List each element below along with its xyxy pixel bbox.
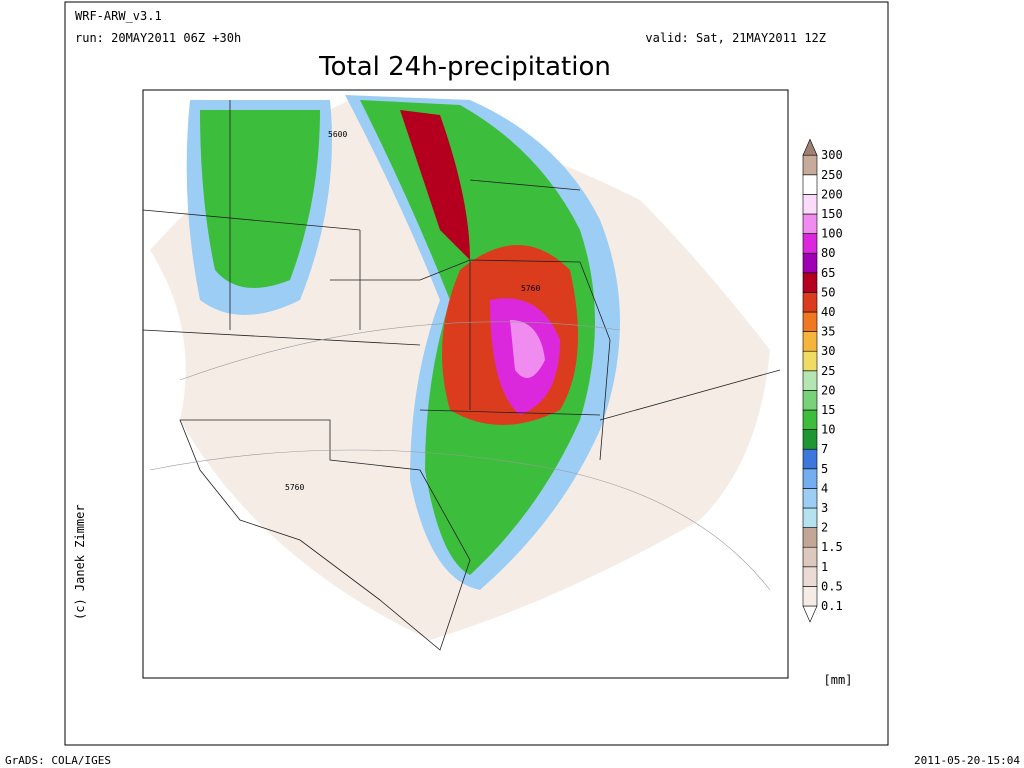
colorbar-label: 30 bbox=[821, 344, 835, 358]
colorbar-label: 80 bbox=[821, 246, 835, 260]
colorbar-label: 1.5 bbox=[821, 540, 843, 554]
colorbar-box bbox=[802, 292, 818, 313]
valid-label: valid: Sat, 21MAY2011 12Z bbox=[645, 31, 826, 45]
colorbar-box bbox=[802, 272, 818, 293]
colorbar-box bbox=[802, 546, 818, 568]
colorbar-box bbox=[802, 350, 818, 372]
colorbar-box bbox=[802, 154, 818, 176]
colorbar-box bbox=[802, 429, 818, 450]
contour-label: 5760 bbox=[285, 483, 304, 492]
colorbar-label: 3 bbox=[821, 501, 828, 515]
colorbar-box bbox=[802, 174, 818, 195]
map: 5600 5760 5760 bbox=[142, 89, 789, 679]
colorbar-box bbox=[802, 488, 818, 509]
colorbar-label: 5 bbox=[821, 462, 828, 476]
colorbar: 0.1 0.5 1 1.5 2 3 4 5 7 10 15 20 25 30 35 40 50 65 80 100 15… bbox=[802, 138, 843, 623]
colorbar-label: 40 bbox=[821, 305, 835, 319]
colorbar-label: 250 bbox=[821, 168, 843, 182]
model-label: WRF-ARW_v3.1 bbox=[75, 9, 162, 23]
colorbar-box bbox=[802, 370, 818, 391]
colorbar-box bbox=[802, 194, 818, 215]
colorbar-label: 4 bbox=[821, 481, 828, 495]
colorbar-box bbox=[802, 311, 818, 332]
page-frame bbox=[64, 1, 889, 746]
colorbar-box bbox=[802, 233, 818, 254]
colorbar-label: 35 bbox=[821, 325, 835, 339]
colorbar-triangle bbox=[802, 605, 818, 623]
colorbar-label: 0.5 bbox=[821, 579, 843, 593]
colorbar-label: 200 bbox=[821, 187, 843, 201]
colorbar-label: 100 bbox=[821, 227, 843, 241]
colorbar-box bbox=[802, 586, 818, 607]
colorbar-box bbox=[802, 213, 818, 234]
colorbar-box bbox=[802, 409, 818, 430]
colorbar-label: 25 bbox=[821, 364, 835, 378]
footer-right: 2011-05-20-15:04 bbox=[914, 754, 1020, 767]
colorbar-label: 2 bbox=[821, 521, 828, 535]
colorbar-label: 15 bbox=[821, 403, 835, 417]
run-label: run: 20MAY2011 06Z +30h bbox=[75, 31, 241, 45]
footer-left: GrADS: COLA/IGES bbox=[5, 754, 111, 767]
unit-label: [mm] bbox=[824, 673, 853, 687]
colorbar-box bbox=[802, 252, 818, 274]
colorbar-label: 20 bbox=[821, 383, 835, 397]
title: Total 24h-precipitation bbox=[318, 52, 611, 82]
colorbar-box bbox=[802, 507, 818, 528]
colorbar-label: 300 bbox=[821, 148, 843, 162]
colorbar-box bbox=[802, 390, 818, 411]
colorbar-box bbox=[802, 566, 818, 587]
contour-label: 5600 bbox=[328, 130, 347, 139]
colorbar-label: 65 bbox=[821, 266, 835, 280]
credit: (c) Janek Zimmer bbox=[73, 504, 87, 620]
colorbar-label: 0.1 bbox=[821, 599, 843, 613]
colorbar-box bbox=[802, 468, 818, 489]
colorbar-label: 50 bbox=[821, 285, 835, 299]
colorbar-box bbox=[802, 448, 818, 470]
colorbar-box bbox=[802, 527, 818, 548]
colorbar-box bbox=[802, 331, 818, 352]
colorbar-label: 1 bbox=[821, 560, 828, 574]
colorbar-label: 150 bbox=[821, 207, 843, 221]
colorbar-label: 10 bbox=[821, 423, 835, 437]
colorbar-label: 7 bbox=[821, 442, 828, 456]
contour-label: 5760 bbox=[521, 284, 540, 293]
colorbar-triangle bbox=[802, 138, 818, 156]
